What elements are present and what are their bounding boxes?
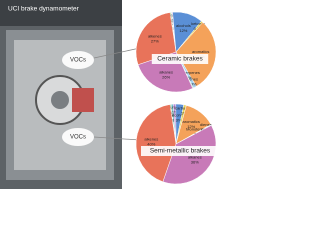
slice-value: 1.3%	[188, 82, 198, 87]
cloud	[62, 51, 94, 69]
slice-label: aromatics	[183, 119, 200, 124]
chart-title: Ceramic brakes	[157, 56, 203, 63]
slice-label: dienes	[200, 122, 212, 127]
slice-value: 26%	[162, 74, 170, 79]
slice-label: alcohols	[171, 113, 186, 118]
slice-label: alkenes	[144, 136, 158, 141]
slice-label: aromatics	[192, 49, 209, 54]
slice-value: 1%	[172, 110, 178, 115]
label-bar	[0, 0, 122, 26]
slice-label: cyclics	[168, 113, 180, 118]
slice-value: 0.4%	[167, 110, 177, 115]
slice-label: alkanes	[188, 155, 202, 160]
slice-value: 3%	[176, 118, 182, 123]
callout: VOCs	[70, 135, 86, 141]
slice-label: furans	[169, 105, 180, 110]
title-box	[141, 146, 219, 156]
slice-label: dienes	[186, 77, 198, 82]
slice-label: alkanes	[159, 69, 173, 74]
slice-label: alcohols	[176, 23, 191, 28]
slice-value: 36%	[191, 160, 199, 165]
title-box	[151, 54, 209, 64]
photo-label: UCI brake dynamometer	[8, 6, 80, 13]
slice-label: ketones	[191, 21, 205, 26]
cloud	[62, 128, 94, 146]
slice-value: 1%	[181, 110, 187, 115]
hub	[51, 91, 69, 109]
chart-title: Semi-metallic brakes	[150, 148, 211, 155]
connector	[93, 136, 141, 141]
slice-value: 0.3%	[168, 18, 178, 23]
photo: UCI brake dynamometer VOCs VOCs	[0, 0, 141, 189]
slice-value: 40%	[147, 141, 155, 146]
graphical-abstract: UCI brake dynamometer VOCs VOCs S-gaps0.…	[0, 0, 219, 189]
connector	[93, 47, 141, 59]
slice-value: 12%	[187, 124, 195, 129]
slice-value: 0.8%	[169, 118, 179, 123]
slice-value: 12%	[179, 28, 187, 33]
callout: VOCs	[70, 58, 86, 64]
slice-label: carbonyls	[175, 105, 192, 110]
slice-value: 0.4%	[167, 18, 177, 23]
slice-label: Monoterpenes	[174, 70, 200, 75]
slice-value: 27%	[151, 39, 159, 44]
pie-slice	[135, 104, 177, 183]
caliper	[72, 88, 94, 112]
pie-slice	[135, 12, 177, 66]
slice-label: alkenes	[148, 34, 162, 39]
slice-label: Monoterpenes	[186, 126, 212, 131]
slice-value: 0.3%	[168, 26, 178, 31]
